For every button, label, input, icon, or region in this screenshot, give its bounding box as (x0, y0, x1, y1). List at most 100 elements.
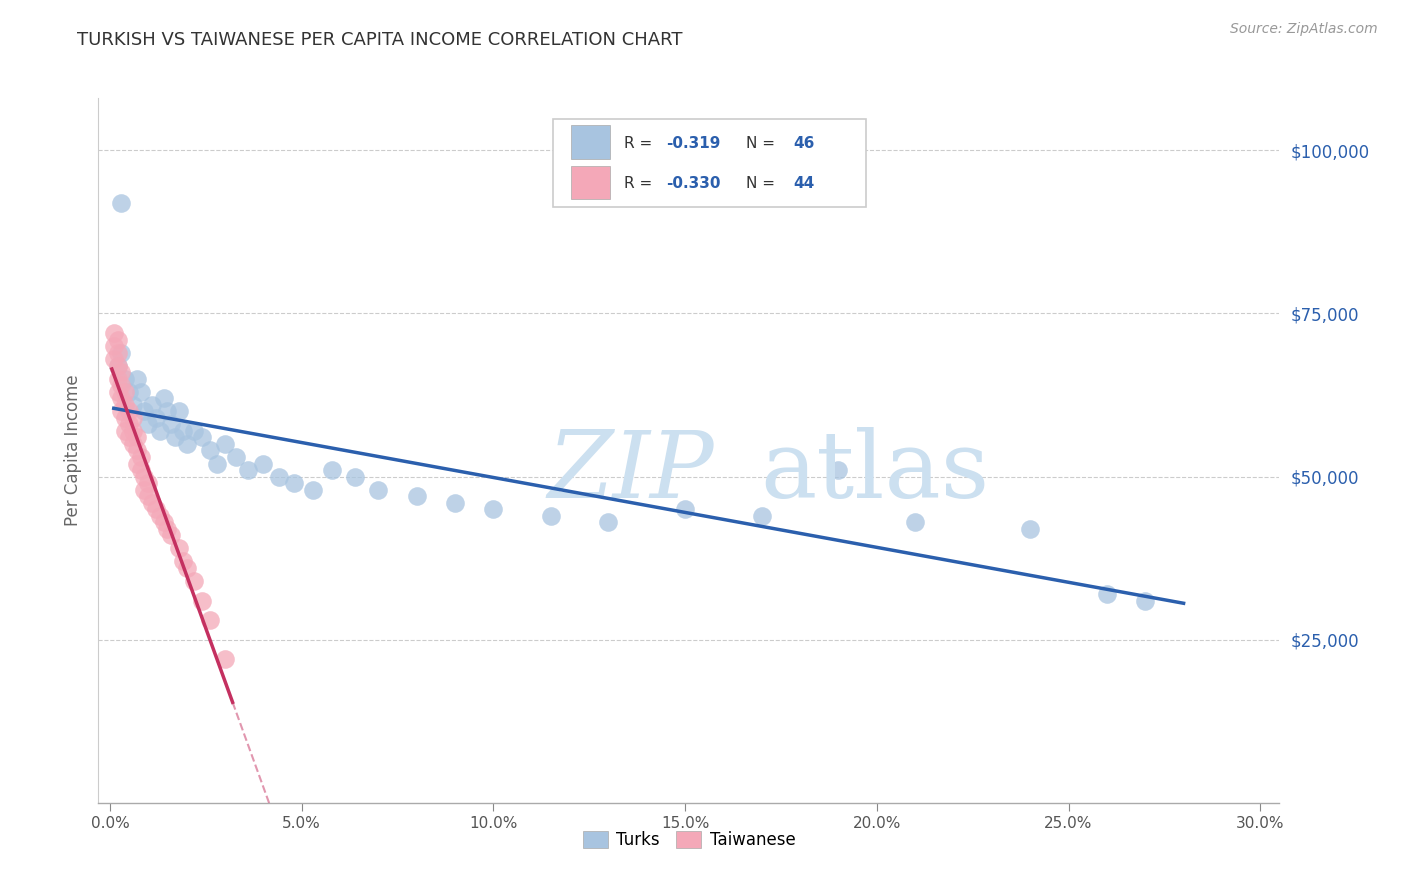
Point (134, 483, 156, 497)
FancyBboxPatch shape (571, 166, 610, 200)
Point (176, 437, 198, 451)
Point (149, 424, 172, 438)
Point (103, 352, 125, 367)
Point (134, 404, 156, 418)
Point (114, 384, 136, 399)
Point (482, 502, 505, 516)
Point (134, 469, 156, 483)
Point (191, 593, 214, 607)
Point (136, 417, 159, 432)
Point (198, 613, 221, 627)
Point (904, 515, 927, 529)
Point (110, 345, 132, 359)
Point (129, 384, 152, 399)
Text: R =: R = (624, 136, 657, 151)
Point (183, 574, 205, 588)
Text: Source: ZipAtlas.com: Source: ZipAtlas.com (1230, 22, 1378, 37)
Point (136, 476, 159, 491)
Point (172, 554, 194, 568)
Point (540, 508, 562, 523)
Point (444, 496, 467, 510)
Text: TURKISH VS TAIWANESE PER CAPITA INCOME CORRELATION CHART: TURKISH VS TAIWANESE PER CAPITA INCOME C… (77, 31, 683, 49)
Point (141, 398, 163, 412)
Point (198, 443, 221, 458)
Point (207, 457, 229, 471)
Point (125, 457, 148, 471)
Point (149, 508, 172, 523)
Text: -0.319: -0.319 (666, 136, 721, 151)
Point (122, 424, 145, 438)
Point (236, 463, 259, 477)
FancyBboxPatch shape (571, 125, 610, 159)
Point (110, 365, 132, 379)
Point (156, 522, 179, 536)
Point (125, 372, 148, 386)
Point (172, 424, 194, 438)
Point (129, 463, 152, 477)
Point (267, 469, 290, 483)
Y-axis label: Per Capita Income: Per Capita Income (65, 375, 83, 526)
Point (283, 476, 305, 491)
Point (118, 384, 141, 399)
Point (141, 496, 163, 510)
Point (110, 195, 132, 210)
Point (167, 404, 190, 418)
Point (145, 410, 167, 425)
Point (103, 339, 125, 353)
Point (110, 378, 132, 392)
Point (107, 359, 129, 373)
Point (152, 515, 174, 529)
Point (122, 410, 145, 425)
Point (673, 502, 696, 516)
Text: 44: 44 (793, 176, 814, 191)
Point (156, 404, 179, 418)
Point (122, 398, 145, 412)
Point (1019, 522, 1042, 536)
Point (214, 652, 236, 666)
Point (118, 417, 141, 432)
Point (321, 463, 343, 477)
Point (125, 443, 148, 458)
Text: atlas: atlas (759, 426, 988, 516)
Point (122, 437, 145, 451)
Text: N =: N = (745, 176, 779, 191)
Point (114, 410, 136, 425)
Point (107, 372, 129, 386)
Point (167, 541, 190, 556)
Point (302, 483, 325, 497)
Point (405, 489, 427, 503)
Point (183, 424, 205, 438)
Point (145, 502, 167, 516)
Point (118, 430, 141, 444)
Text: 46: 46 (793, 136, 814, 151)
Point (598, 515, 620, 529)
Point (110, 404, 132, 418)
Point (344, 469, 367, 483)
Point (1135, 593, 1157, 607)
Point (191, 430, 214, 444)
Point (252, 457, 274, 471)
Point (114, 372, 136, 386)
Point (225, 450, 247, 464)
Point (110, 391, 132, 405)
Point (103, 326, 125, 340)
Point (107, 384, 129, 399)
Point (1095, 587, 1118, 601)
Point (129, 450, 152, 464)
Text: -0.330: -0.330 (666, 176, 721, 191)
Point (176, 561, 198, 575)
Point (136, 489, 159, 503)
Point (152, 391, 174, 405)
Point (165, 430, 187, 444)
Point (107, 345, 129, 359)
Point (827, 463, 849, 477)
Point (160, 417, 183, 432)
Text: ZIP: ZIP (547, 426, 714, 516)
Point (114, 424, 136, 438)
Text: R =: R = (624, 176, 657, 191)
FancyBboxPatch shape (553, 120, 866, 207)
Legend: Turks, Taiwanese: Turks, Taiwanese (578, 826, 800, 855)
Point (114, 398, 136, 412)
Point (751, 508, 773, 523)
Text: N =: N = (745, 136, 779, 151)
